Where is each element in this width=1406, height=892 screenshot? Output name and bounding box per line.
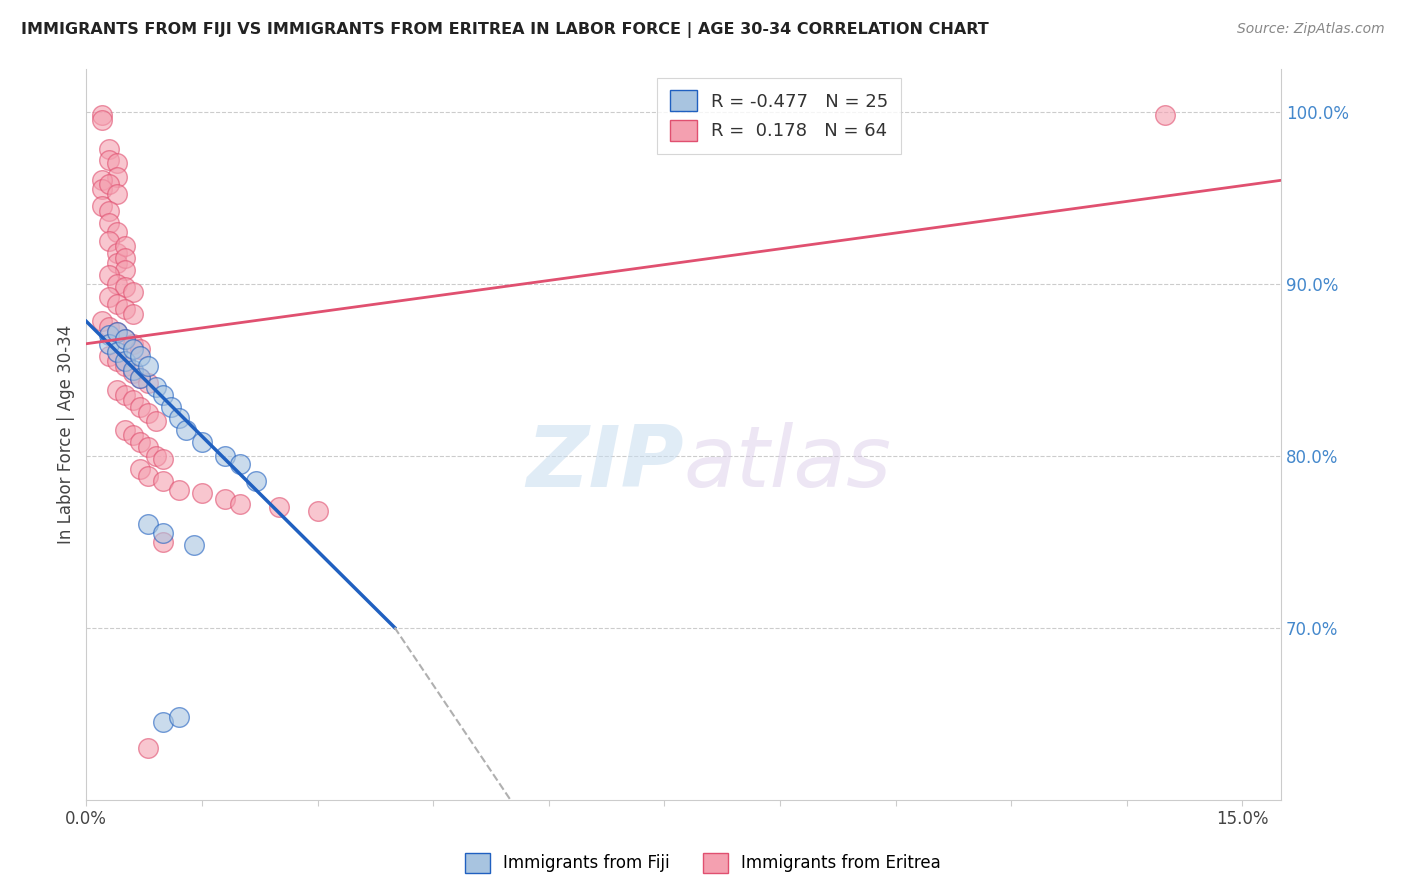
- Point: [121, 308, 143, 322]
- Point: [136, 469, 159, 483]
- Point: [98, 328, 121, 343]
- Point: [152, 534, 174, 549]
- Point: [114, 332, 136, 346]
- Point: [114, 238, 136, 252]
- Point: [167, 710, 190, 724]
- Point: [114, 332, 136, 346]
- Point: [176, 423, 198, 437]
- Point: [105, 256, 128, 270]
- Point: [307, 503, 329, 517]
- Point: [90, 113, 112, 128]
- Point: [98, 336, 121, 351]
- Point: [98, 349, 121, 363]
- Point: [114, 359, 136, 373]
- Point: [136, 740, 159, 755]
- Point: [90, 182, 112, 196]
- Point: [121, 336, 143, 351]
- Point: [129, 371, 152, 385]
- Text: Source: ZipAtlas.com: Source: ZipAtlas.com: [1237, 22, 1385, 37]
- Point: [136, 376, 159, 391]
- Point: [90, 199, 112, 213]
- Point: [98, 234, 121, 248]
- Point: [129, 371, 152, 385]
- Point: [245, 475, 267, 489]
- Point: [105, 325, 128, 339]
- Point: [136, 517, 159, 532]
- Point: [214, 491, 236, 506]
- Point: [136, 359, 159, 373]
- Text: IMMIGRANTS FROM FIJI VS IMMIGRANTS FROM ERITREA IN LABOR FORCE | AGE 30-34 CORRE: IMMIGRANTS FROM FIJI VS IMMIGRANTS FROM …: [21, 22, 988, 38]
- Point: [129, 401, 152, 415]
- Point: [105, 245, 128, 260]
- Point: [114, 302, 136, 317]
- Point: [90, 108, 112, 122]
- Point: [114, 280, 136, 294]
- Point: [121, 342, 143, 356]
- Point: [105, 169, 128, 184]
- Point: [105, 345, 128, 359]
- Point: [114, 423, 136, 437]
- Point: [229, 457, 252, 471]
- Point: [114, 251, 136, 265]
- Point: [121, 285, 143, 299]
- Point: [145, 380, 167, 394]
- Point: [98, 216, 121, 230]
- Point: [98, 177, 121, 191]
- Legend: Immigrants from Fiji, Immigrants from Eritrea: Immigrants from Fiji, Immigrants from Er…: [458, 847, 948, 880]
- Y-axis label: In Labor Force | Age 30-34: In Labor Force | Age 30-34: [58, 325, 75, 543]
- Point: [105, 277, 128, 291]
- Point: [105, 297, 128, 311]
- Point: [145, 449, 167, 463]
- Point: [98, 290, 121, 304]
- Point: [129, 462, 152, 476]
- Point: [1154, 108, 1177, 122]
- Point: [183, 538, 205, 552]
- Point: [167, 410, 190, 425]
- Point: [98, 268, 121, 282]
- Point: [105, 325, 128, 339]
- Point: [90, 314, 112, 328]
- Point: [121, 362, 143, 376]
- Point: [229, 497, 252, 511]
- Point: [129, 434, 152, 449]
- Point: [98, 142, 121, 156]
- Text: ZIP: ZIP: [526, 422, 683, 505]
- Point: [105, 383, 128, 397]
- Point: [129, 349, 152, 363]
- Point: [214, 449, 236, 463]
- Point: [129, 342, 152, 356]
- Point: [145, 414, 167, 428]
- Point: [105, 156, 128, 170]
- Point: [121, 366, 143, 380]
- Point: [152, 388, 174, 402]
- Point: [167, 483, 190, 497]
- Point: [267, 500, 290, 515]
- Point: [152, 452, 174, 467]
- Point: [191, 434, 214, 449]
- Point: [121, 428, 143, 442]
- Point: [152, 475, 174, 489]
- Legend: R = -0.477   N = 25, R =  0.178   N = 64: R = -0.477 N = 25, R = 0.178 N = 64: [657, 78, 901, 153]
- Point: [98, 319, 121, 334]
- Point: [136, 405, 159, 419]
- Point: [114, 262, 136, 277]
- Point: [98, 153, 121, 167]
- Point: [114, 388, 136, 402]
- Point: [121, 393, 143, 408]
- Point: [90, 173, 112, 187]
- Point: [105, 354, 128, 368]
- Point: [136, 440, 159, 454]
- Point: [114, 354, 136, 368]
- Point: [191, 486, 214, 500]
- Point: [98, 204, 121, 219]
- Point: [152, 715, 174, 730]
- Point: [105, 187, 128, 202]
- Point: [105, 225, 128, 239]
- Point: [152, 525, 174, 540]
- Point: [160, 401, 183, 415]
- Text: atlas: atlas: [683, 422, 891, 505]
